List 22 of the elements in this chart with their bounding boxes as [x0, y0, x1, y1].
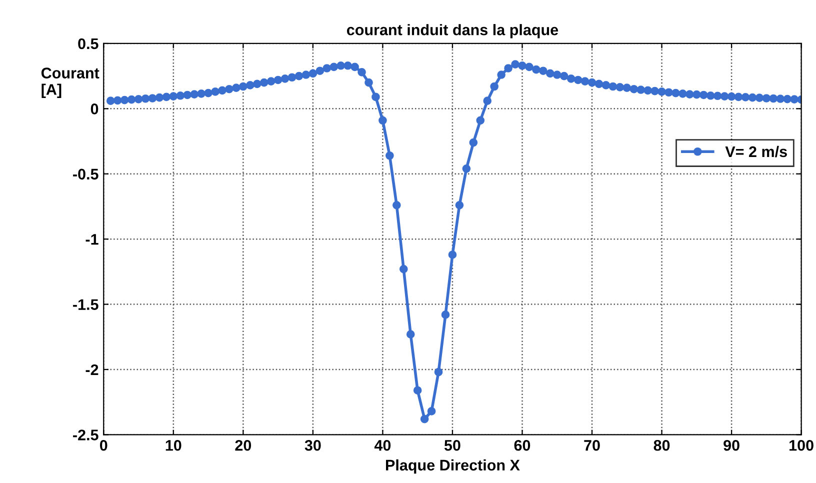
y-tick-label: -1: [86, 234, 98, 245]
legend-label: V= 2 m/s: [725, 146, 787, 158]
x-tick-label: 20: [235, 440, 252, 451]
y-tick-label: -2: [86, 364, 98, 376]
y-tick-label: -1.5: [73, 299, 98, 310]
y-tick-label: 0.5: [78, 38, 98, 50]
x-axis-title: Plaque Direction X: [386, 459, 520, 474]
y-tick-label: 0: [90, 104, 98, 114]
x-tick-label: 50: [444, 440, 460, 451]
x-tick-label: 90: [724, 440, 740, 451]
x-tick-label: 100: [790, 440, 814, 451]
x-tick-label: 80: [654, 440, 670, 451]
y-tick-label: -2.5: [73, 430, 98, 440]
x-tick-label: 0: [100, 440, 108, 451]
y-tick-label: -0.5: [73, 168, 98, 180]
x-tick-label: 10: [166, 440, 182, 451]
x-tick-label: 60: [514, 440, 530, 451]
y-axis-title: Courant [A]: [41, 68, 100, 98]
chart-title: courant induit dans la plaque: [346, 24, 558, 38]
x-tick-label: 30: [304, 440, 321, 451]
x-tick-label: 70: [584, 440, 600, 451]
x-tick-label: 40: [374, 440, 391, 451]
